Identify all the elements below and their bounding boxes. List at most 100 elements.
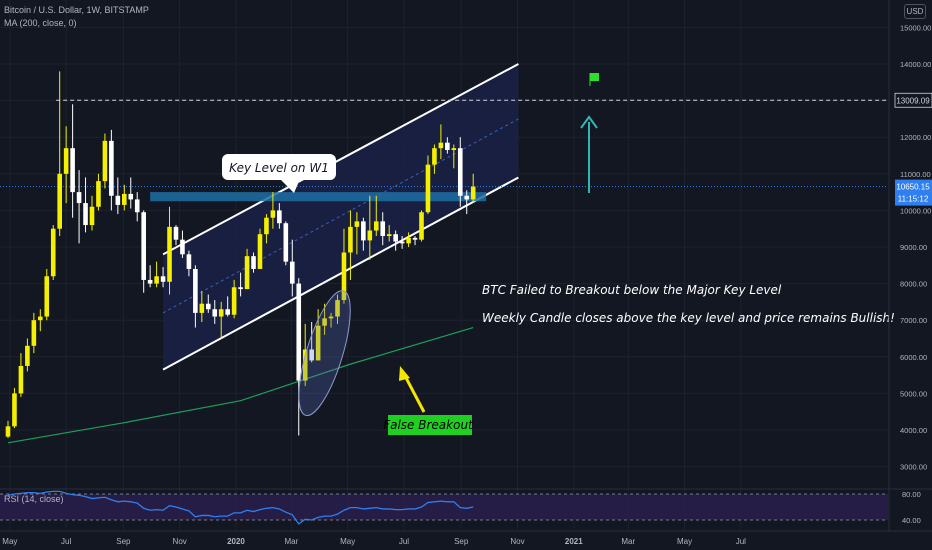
candle[interactable]: [102, 133, 108, 189]
candle[interactable]: [12, 387, 17, 429]
symbol-title: Bitcoin / U.S. Dollar, 1W, BITSTAMP: [4, 5, 149, 15]
candle[interactable]: [44, 268, 50, 321]
candle[interactable]: [373, 195, 379, 237]
candle[interactable]: [218, 301, 224, 339]
candle[interactable]: [406, 232, 411, 247]
candle[interactable]: [147, 265, 153, 288]
candle[interactable]: [283, 221, 289, 266]
candle[interactable]: [393, 230, 398, 251]
candle[interactable]: [141, 210, 146, 293]
candle[interactable]: [270, 192, 276, 229]
candle[interactable]: [128, 177, 134, 209]
candle-body: [109, 140, 114, 196]
candle[interactable]: [231, 279, 237, 319]
candle[interactable]: [186, 250, 192, 277]
target-arrowhead: [580, 115, 598, 129]
candle[interactable]: [121, 184, 127, 211]
candle-body: [76, 192, 82, 204]
candle[interactable]: [296, 278, 302, 436]
candle[interactable]: [322, 303, 327, 335]
candle[interactable]: [160, 267, 166, 288]
candle[interactable]: [289, 239, 295, 297]
candle-body: [167, 226, 172, 282]
candle-body: [5, 426, 11, 437]
candle[interactable]: [167, 206, 172, 295]
candle[interactable]: [419, 210, 424, 242]
candle[interactable]: [328, 312, 334, 328]
candle[interactable]: [432, 144, 437, 174]
candle[interactable]: [18, 353, 24, 398]
candle[interactable]: [309, 322, 314, 363]
candle[interactable]: [451, 144, 457, 169]
candle[interactable]: [244, 248, 250, 290]
candle[interactable]: [386, 225, 392, 242]
candle[interactable]: [257, 228, 263, 269]
price-label-box-13009: [894, 92, 932, 108]
candle[interactable]: [264, 214, 269, 244]
candle-body: [328, 316, 334, 319]
candle-body: [445, 142, 450, 151]
time-tick-label: Sep: [116, 537, 131, 546]
candle-body: [386, 234, 392, 237]
candle[interactable]: [335, 294, 340, 324]
candle[interactable]: [225, 296, 230, 317]
candle[interactable]: [50, 225, 56, 280]
candle[interactable]: [173, 225, 179, 246]
candle-body: [361, 221, 366, 241]
candle[interactable]: [134, 192, 140, 222]
candle[interactable]: [470, 173, 476, 204]
key-level-zone[interactable]: [150, 192, 487, 202]
candle[interactable]: [96, 173, 101, 211]
candle[interactable]: [212, 300, 218, 324]
candle[interactable]: [199, 290, 205, 323]
ma-line: [7, 326, 474, 444]
candle[interactable]: [399, 236, 405, 249]
candle[interactable]: [5, 420, 11, 439]
candle[interactable]: [412, 236, 418, 246]
candle[interactable]: [445, 137, 450, 154]
candle[interactable]: [63, 126, 69, 204]
candle[interactable]: [38, 309, 43, 332]
key-level-callout-box[interactable]: [222, 154, 336, 180]
candle[interactable]: [464, 190, 470, 215]
candle[interactable]: [109, 129, 114, 211]
candle[interactable]: [25, 338, 30, 372]
candle-body: [457, 148, 463, 196]
candle[interactable]: [193, 265, 198, 328]
channel-lower-line[interactable]: [162, 176, 519, 371]
candle-body: [296, 283, 302, 381]
candle[interactable]: [238, 272, 243, 297]
candle[interactable]: [354, 212, 360, 255]
candle[interactable]: [180, 230, 185, 258]
candle[interactable]: [57, 71, 62, 237]
candle[interactable]: [367, 195, 373, 260]
false-breakout-ellipse[interactable]: [288, 286, 360, 421]
candle[interactable]: [315, 309, 321, 361]
currency-button[interactable]: USD: [904, 4, 926, 19]
price-tick-label: 6000.00: [900, 353, 927, 362]
candle[interactable]: [438, 124, 444, 160]
candle[interactable]: [154, 261, 159, 288]
candle-body: [141, 212, 146, 280]
channel-upper-line[interactable]: [162, 63, 519, 256]
candle[interactable]: [380, 212, 386, 246]
last-price-label: 10650.15: [896, 183, 930, 192]
price-tick-label: 3000.00: [900, 463, 927, 472]
candle[interactable]: [83, 177, 88, 233]
candle[interactable]: [457, 137, 463, 207]
candle[interactable]: [115, 177, 121, 215]
candle[interactable]: [348, 210, 353, 280]
candle[interactable]: [76, 170, 82, 244]
candle[interactable]: [251, 252, 256, 273]
candle[interactable]: [31, 312, 37, 354]
candle[interactable]: [361, 217, 366, 251]
candle[interactable]: [70, 104, 75, 218]
candle[interactable]: [89, 195, 95, 231]
candle-body: [180, 239, 185, 255]
candle[interactable]: [205, 294, 211, 313]
candles[interactable]: [5, 71, 476, 439]
candle[interactable]: [425, 155, 431, 215]
candle[interactable]: [277, 203, 282, 229]
